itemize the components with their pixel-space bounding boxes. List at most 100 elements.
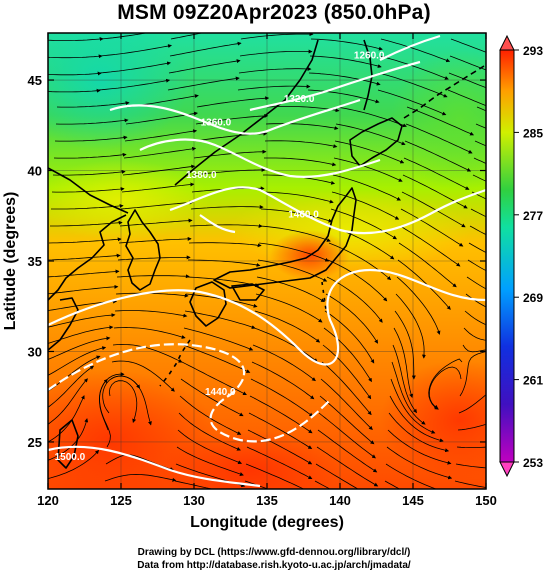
- y-axis-ticks: 25 30 35 40 45: [28, 73, 486, 450]
- streamline: [114, 310, 188, 318]
- streamline: [260, 208, 333, 223]
- streamline: [309, 55, 382, 68]
- streamline: [48, 269, 120, 278]
- streamline: [454, 480, 486, 488]
- chart-title: MSM 09Z20Apr2023 (850.0hPa): [117, 1, 431, 24]
- streamline: [123, 146, 197, 159]
- x-axis-label: Longitude (degrees): [190, 514, 344, 531]
- streamline: [319, 395, 375, 445]
- streamline: [183, 327, 254, 351]
- streamline: [259, 225, 331, 242]
- streamline: [256, 276, 325, 302]
- colorbar-top-extend-triangle: [499, 34, 515, 51]
- colorbar-tick-label: 261: [523, 374, 543, 388]
- streamline: [404, 140, 472, 172]
- streamline: [393, 327, 414, 398]
- streamline: [196, 96, 270, 108]
- contour-labels: 1500.0 1440.0 1460.0 1380.0 1360.0 1320.0 1260…: [55, 50, 385, 463]
- streamline: [398, 242, 457, 288]
- streamline: [333, 157, 403, 182]
- streamline: [48, 284, 119, 295]
- streamline: [397, 259, 451, 310]
- streamline: [257, 259, 328, 282]
- streamline: [464, 310, 486, 326]
- streamline: [249, 395, 313, 434]
- streamline: [334, 140, 405, 164]
- streamline: [122, 164, 196, 176]
- streamline: [188, 242, 262, 248]
- streamline: [104, 473, 177, 482]
- streamline: [331, 191, 400, 220]
- streamline: [48, 336, 111, 360]
- streamline: [405, 123, 473, 154]
- streamline: [384, 480, 401, 489]
- streamline: [184, 310, 256, 329]
- contour-label: 1500.0: [55, 452, 86, 463]
- streamline: [111, 360, 175, 392]
- streamline: [178, 412, 241, 451]
- streamline: [238, 66, 312, 74]
- streamline: [315, 463, 359, 489]
- streamline: [457, 423, 486, 431]
- streamline: [102, 375, 141, 414]
- streamline: [108, 380, 138, 423]
- credit-line-data-source: Data from http://database.rish.kyoto-u.a…: [137, 560, 411, 571]
- streamline: [186, 276, 260, 288]
- streamline: [247, 429, 313, 465]
- x-axis-ticks: 120 125 130 135 140 145 150: [37, 33, 497, 508]
- streamline: [264, 140, 338, 149]
- streamline: [456, 446, 486, 448]
- streamline: [246, 446, 313, 479]
- streamline: [251, 361, 315, 400]
- streamline: [48, 346, 107, 376]
- streamline: [330, 208, 397, 240]
- streamline: [48, 253, 121, 261]
- streamline: [462, 344, 486, 353]
- streamline: [318, 412, 376, 459]
- coastlines: [48, 39, 485, 469]
- streamline: [266, 106, 340, 113]
- streamline: [377, 89, 447, 116]
- streamline: [113, 327, 186, 339]
- streamline: [176, 446, 244, 476]
- streamline: [379, 55, 449, 80]
- streamline: [254, 310, 321, 343]
- streamline: [237, 84, 311, 91]
- streamline: [380, 38, 451, 63]
- x-tick-label: 140: [329, 493, 351, 508]
- streamline: [258, 242, 330, 262]
- streamline: [51, 203, 124, 210]
- streamline: [389, 395, 444, 443]
- streamline: [56, 101, 130, 108]
- streamline: [399, 225, 461, 267]
- streamline: [119, 218, 193, 227]
- streamline: [48, 313, 116, 328]
- streamline: [386, 446, 453, 480]
- x-tick-label: 150: [475, 493, 497, 508]
- streamline: [390, 378, 436, 434]
- streamline: [120, 200, 194, 210]
- colorbar-tick-label: 285: [523, 126, 543, 140]
- streamline: [465, 293, 486, 308]
- colorbar-tick-label: 277: [523, 209, 543, 223]
- y-tick-label: 35: [28, 254, 42, 269]
- streamline: [239, 49, 313, 57]
- streamline: [473, 157, 486, 164]
- streamline: [52, 169, 126, 176]
- credit-line-dcl: Drawing by DCL (https://www.gfd-dennou.o…: [137, 547, 411, 558]
- x-tick-label: 145: [402, 493, 424, 508]
- streamline: [467, 259, 486, 272]
- streamline: [336, 106, 407, 128]
- streamline: [332, 174, 402, 201]
- colorbar-bottom-extend-triangle: [499, 461, 515, 478]
- y-axis-label: Latitude (degrees): [2, 192, 19, 331]
- streamline: [469, 225, 486, 236]
- colorbar-tick-label: 253: [523, 456, 543, 470]
- streamline: [458, 394, 486, 414]
- streamline: [401, 191, 466, 228]
- streamline: [392, 344, 417, 414]
- streamline: [470, 208, 486, 218]
- streamline: [124, 129, 198, 142]
- streamline: [317, 429, 378, 473]
